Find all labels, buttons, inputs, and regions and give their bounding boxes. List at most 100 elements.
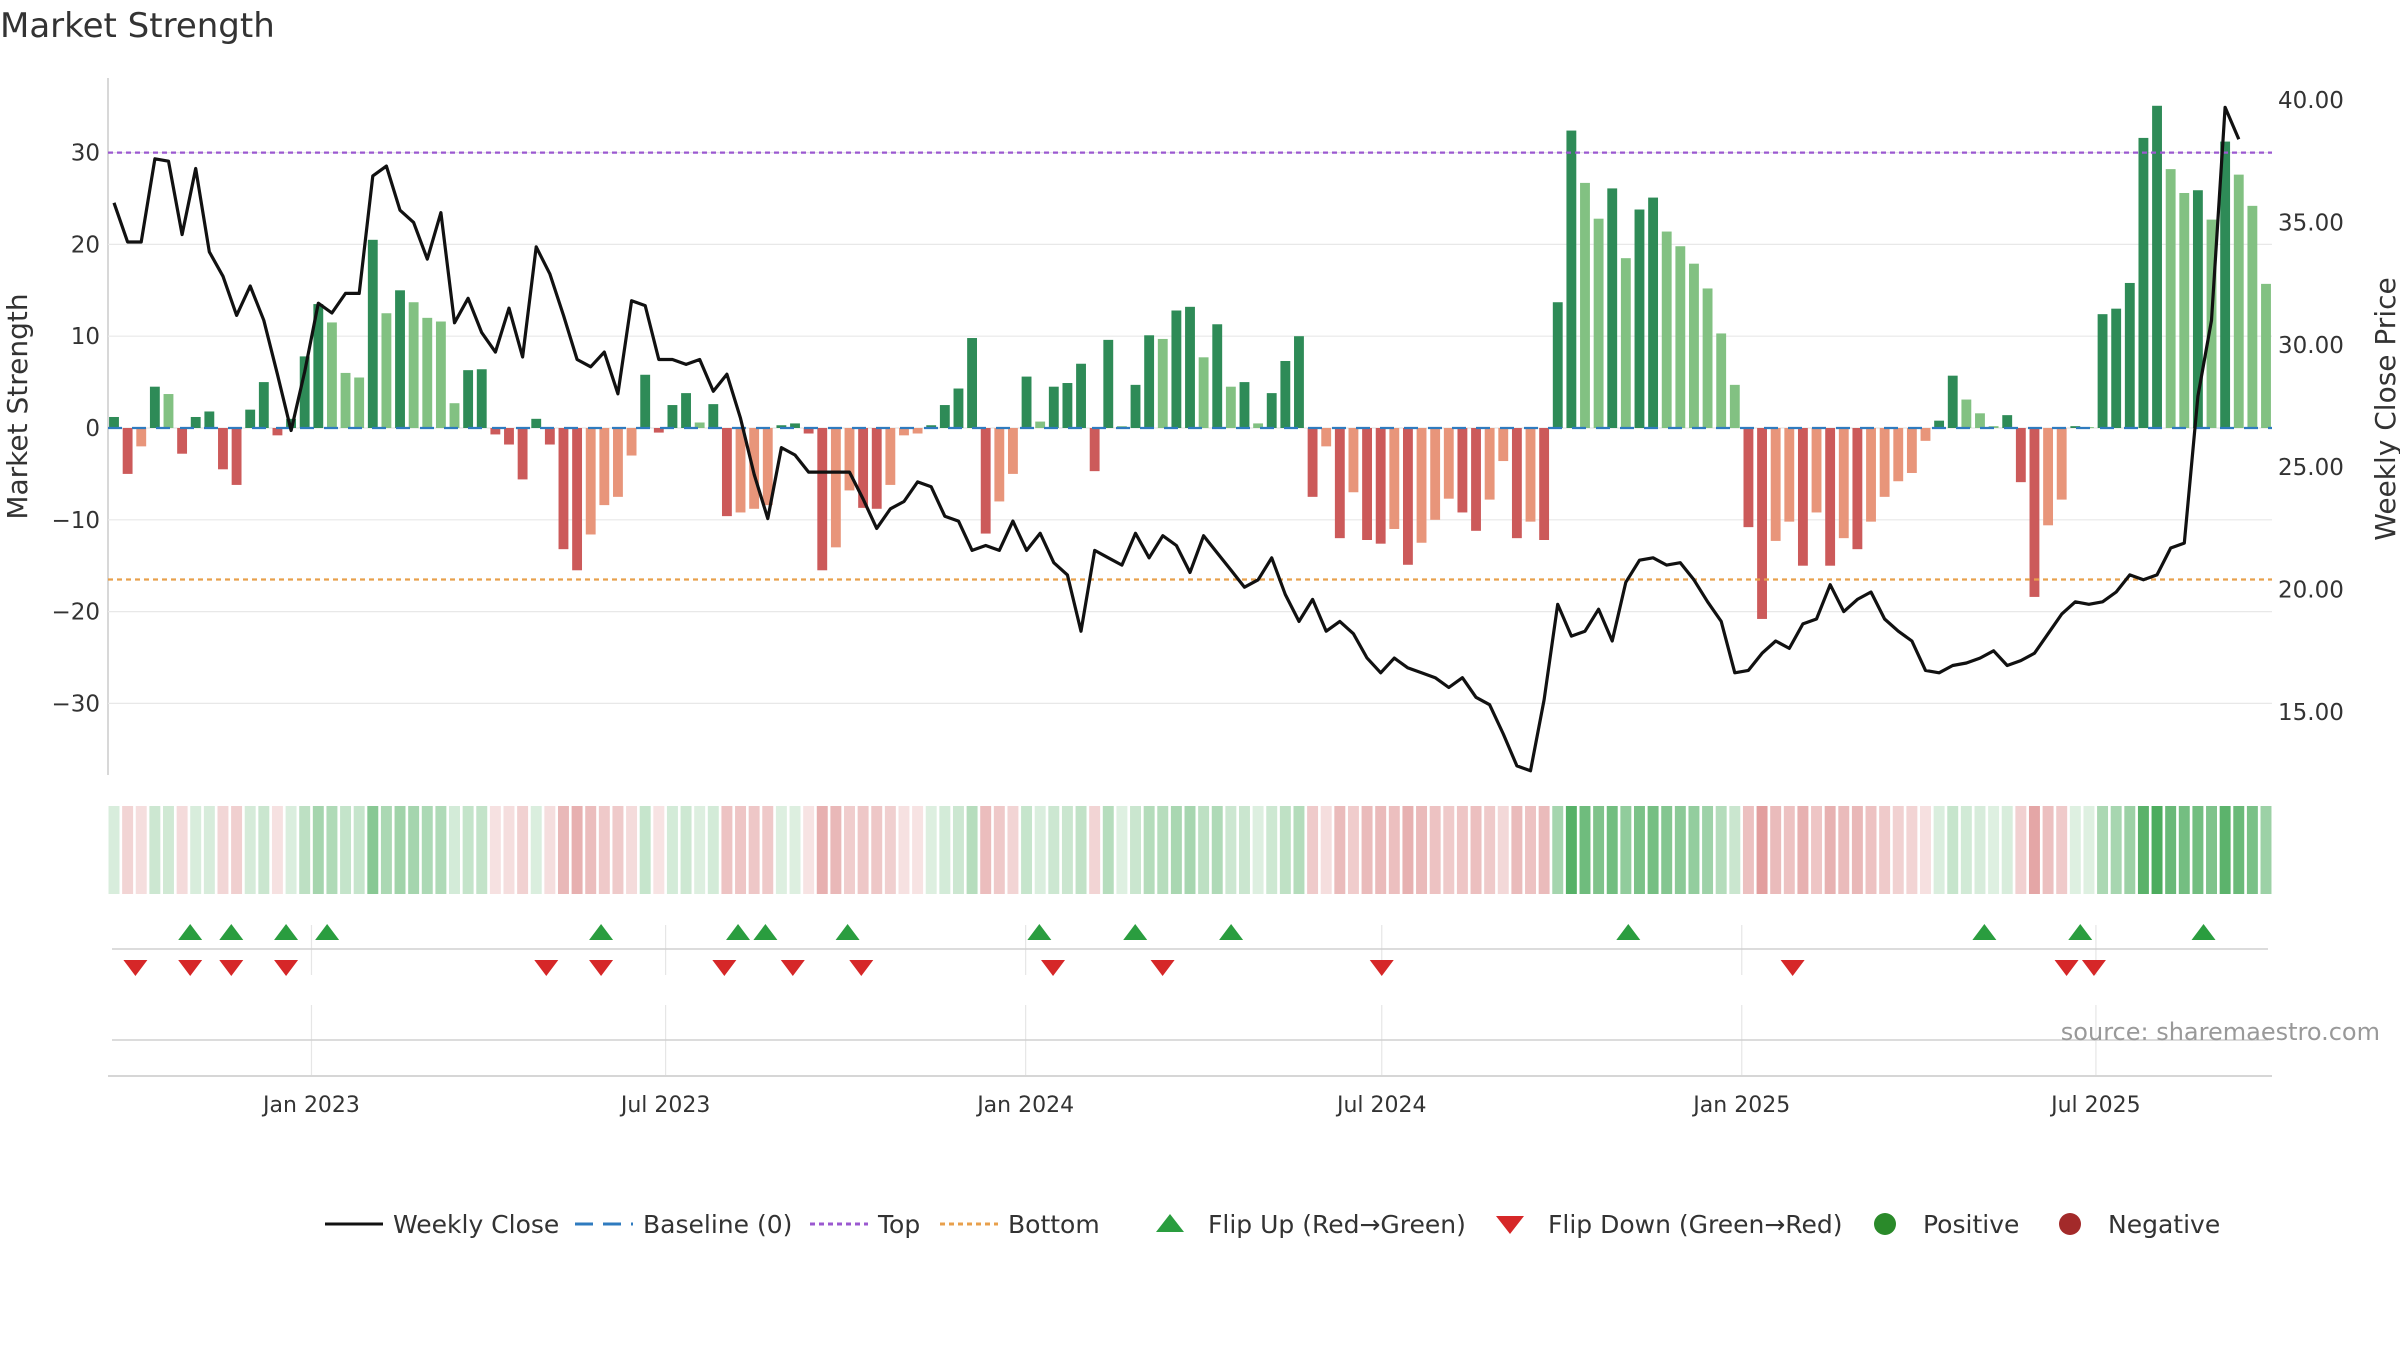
strength-strip-cell <box>1225 806 1237 894</box>
strength-bar <box>1362 428 1372 540</box>
strength-bar <box>858 428 869 508</box>
strength-strip-cell <box>217 806 229 894</box>
y2-tick-label: 15.00 <box>2278 700 2344 726</box>
legend-label: Negative <box>2108 1210 2220 1239</box>
strength-bar <box>2097 314 2108 428</box>
strength-strip-cell <box>2124 806 2136 894</box>
legend-item: Flip Up (Red→Green) <box>1156 1210 1466 1239</box>
legend-label: Bottom <box>1008 1210 1100 1239</box>
strength-strip-cell <box>1184 806 1196 894</box>
strength-bar <box>449 403 460 428</box>
strength-strip-cell <box>1130 806 1141 894</box>
strength-strip-cell <box>871 806 883 894</box>
strength-bar <box>626 428 637 456</box>
strength-strip-cell <box>1361 806 1373 894</box>
strength-strip-cell <box>149 806 161 894</box>
strength-strip-cell <box>244 806 256 894</box>
strength-bar <box>1021 376 1032 428</box>
strength-strip-cell <box>830 806 842 894</box>
strength-strip-cell <box>762 806 774 894</box>
strength-bar <box>258 382 269 428</box>
legend-label: Flip Down (Green→Red) <box>1548 1210 1843 1239</box>
strength-bar <box>790 423 800 428</box>
strength-bar <box>1334 428 1345 539</box>
strength-bar <box>1348 428 1359 493</box>
strength-bar <box>1593 218 1604 428</box>
strength-strip-cell <box>857 806 869 894</box>
flip-down-marker <box>849 960 874 976</box>
strength-strip-cell <box>1729 806 1741 894</box>
strength-bar <box>694 422 705 428</box>
strength-strip-cell <box>2069 806 2081 894</box>
strength-bar <box>912 428 923 434</box>
strength-strip-cell <box>1960 806 1972 894</box>
strength-bar <box>204 411 215 428</box>
source-label: source: sharemaestro.com <box>2061 1018 2380 1046</box>
y-tick-label: 10 <box>71 324 100 350</box>
strength-strip-cell <box>2219 806 2231 894</box>
strength-strip-cell <box>544 806 556 894</box>
strength-strip-cell <box>1661 806 1673 894</box>
strength-strip-cell <box>721 806 733 894</box>
legend-item: Baseline (0) <box>575 1210 792 1239</box>
strength-bar <box>408 302 419 428</box>
strength-strip-cell <box>271 806 283 894</box>
strength-strip-cell <box>231 806 243 894</box>
strength-bar <box>1852 428 1863 550</box>
strength-strip-cell <box>939 806 951 894</box>
strength-bar <box>381 313 392 428</box>
strength-bar <box>2179 192 2190 428</box>
strength-strip-cell <box>1593 806 1605 894</box>
strength-bar <box>422 317 433 428</box>
strength-bar <box>1947 375 1958 428</box>
strength-strip-cell <box>1525 806 1536 894</box>
strength-bar <box>2233 174 2244 428</box>
strength-strip-cell <box>1565 806 1577 894</box>
strength-strip-cell <box>1089 806 1101 894</box>
strength-bar <box>817 428 828 571</box>
strength-strip-cell <box>1416 806 1428 894</box>
strength-strip-cell <box>517 806 529 894</box>
strength-bar <box>1866 428 1876 522</box>
strength-strip-cell <box>190 806 202 894</box>
strength-bar <box>1157 338 1168 428</box>
strength-bar <box>395 290 405 428</box>
flip-up-marker <box>178 924 203 940</box>
strength-strip-cell <box>2260 806 2272 894</box>
y2-tick-label: 30.00 <box>2278 333 2344 359</box>
strength-strip-cell <box>1688 806 1700 894</box>
legend-label: Weekly Close <box>393 1210 559 1239</box>
strength-strip-cell <box>1947 806 1959 894</box>
y-tick-label: −10 <box>51 508 100 534</box>
strength-strip-cell <box>1320 806 1332 894</box>
strength-bar <box>1702 288 1713 428</box>
flip-up-marker <box>1616 924 1641 940</box>
strength-bar <box>1607 188 1618 428</box>
strength-bar <box>1103 339 1114 428</box>
strength-bar <box>640 374 651 428</box>
strength-strip-cell <box>557 806 569 894</box>
strength-bar <box>1035 421 1046 428</box>
legend-label: Flip Up (Red→Green) <box>1208 1210 1466 1239</box>
strength-strip-cell <box>2042 806 2054 894</box>
strength-bar <box>245 409 256 428</box>
legend-swatch-triangle-up <box>1156 1214 1184 1232</box>
strength-strip-cell <box>1620 806 1632 894</box>
flip-up-marker <box>1972 924 1997 940</box>
strength-bar <box>939 405 950 428</box>
strength-strip-cell <box>340 806 352 894</box>
strength-bar <box>1144 335 1155 428</box>
strength-bar <box>830 428 841 548</box>
strength-strip-cell <box>680 806 692 894</box>
strength-bar <box>2247 205 2258 428</box>
strength-bar <box>1797 428 1808 566</box>
x-tick-label: Jul 2025 <box>2049 1093 2141 1118</box>
strength-bar <box>190 416 201 428</box>
strength-bar <box>2152 105 2162 429</box>
strength-strip-cell <box>1048 806 1060 894</box>
strength-bar <box>122 428 133 474</box>
strength-bar <box>994 428 1005 502</box>
flip-up-marker <box>2068 924 2093 940</box>
strength-strip-cell <box>844 806 855 894</box>
strength-strip-cell <box>1239 806 1250 894</box>
